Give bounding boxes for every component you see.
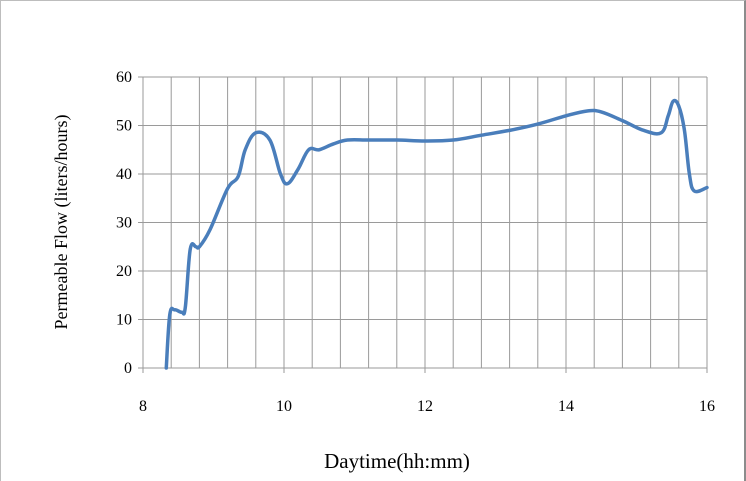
x-tick-label: 12 bbox=[417, 398, 433, 415]
series-layer bbox=[164, 98, 709, 370]
y-tick-label: 50 bbox=[116, 118, 132, 135]
grid-layer bbox=[142, 76, 708, 369]
y-tick-label: 40 bbox=[116, 166, 132, 183]
y-axis-title: Permeable Flow (liters/hours) bbox=[51, 115, 72, 330]
y-tick-label: 60 bbox=[116, 69, 132, 86]
y-tick-label: 20 bbox=[116, 263, 132, 280]
x-tick-label: 8 bbox=[139, 398, 147, 415]
x-axis-title: Daytime(hh:mm) bbox=[324, 449, 470, 473]
y-tick-label: 0 bbox=[124, 360, 132, 377]
x-tick-label: 16 bbox=[699, 398, 715, 415]
series-line bbox=[164, 98, 709, 370]
x-tick-label: 10 bbox=[276, 398, 292, 415]
x-tick-label: 14 bbox=[558, 398, 574, 415]
y-tick-label: 10 bbox=[116, 312, 132, 329]
y-tick-label: 30 bbox=[116, 215, 132, 232]
tick-layer: 0 10 20 30 40 50 60 8 10 12 14 16 bbox=[116, 69, 715, 415]
